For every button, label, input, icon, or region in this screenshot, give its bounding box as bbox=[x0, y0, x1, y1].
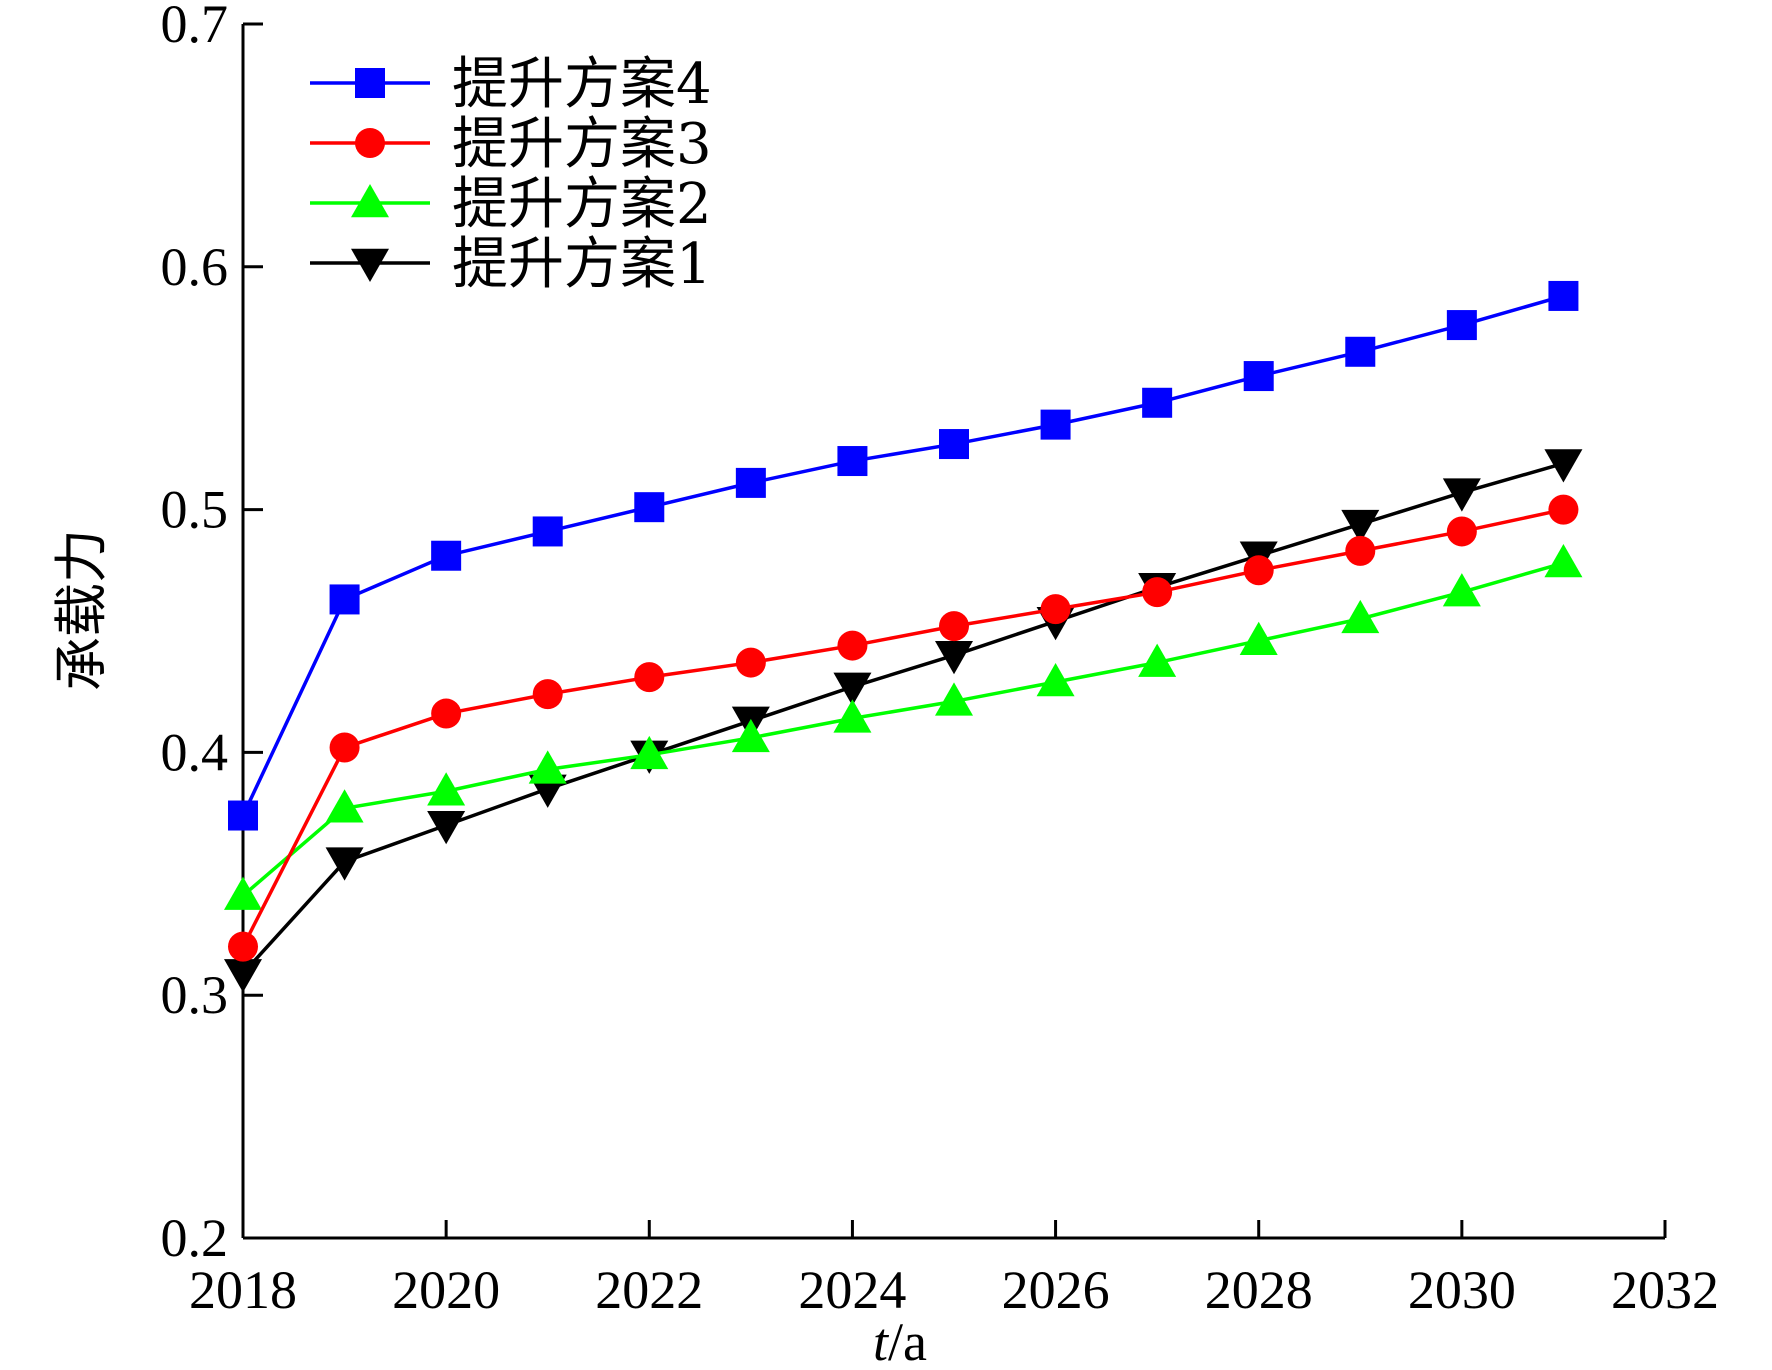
data-point bbox=[228, 800, 258, 831]
data-point bbox=[935, 682, 973, 716]
data-point bbox=[735, 647, 766, 678]
series-triangle-down bbox=[224, 449, 1583, 993]
data-point bbox=[1345, 336, 1376, 367]
data-point bbox=[1341, 509, 1380, 544]
axes bbox=[241, 24, 1665, 1240]
data-point bbox=[431, 698, 462, 729]
legend-label: 提升方案4 bbox=[452, 52, 712, 117]
data-point bbox=[731, 718, 770, 753]
data-point bbox=[1446, 516, 1477, 547]
data-point bbox=[634, 492, 665, 523]
legend-entry: 提升方案3 bbox=[310, 112, 712, 177]
data-point bbox=[1548, 280, 1579, 311]
data-point bbox=[1142, 387, 1173, 418]
series-square bbox=[228, 280, 1579, 831]
data-point bbox=[837, 446, 868, 477]
y-tick-label: 0.2 bbox=[161, 1208, 229, 1268]
data-point bbox=[1341, 599, 1380, 634]
series-line bbox=[241, 561, 1564, 897]
data-point bbox=[833, 672, 872, 706]
data-point bbox=[1544, 449, 1583, 483]
legend-entry: 提升方案4 bbox=[310, 52, 712, 117]
data-point bbox=[837, 630, 868, 661]
data-point bbox=[228, 931, 258, 962]
series-line bbox=[241, 461, 1564, 975]
x-tick-label: 2024 bbox=[798, 1260, 906, 1320]
y-tick-label: 0.6 bbox=[161, 237, 229, 297]
data-point bbox=[1442, 573, 1481, 607]
legend-marker bbox=[351, 184, 389, 218]
data-point bbox=[1142, 577, 1173, 608]
data-point bbox=[1239, 621, 1278, 655]
x-tick-label: 2032 bbox=[1611, 1260, 1719, 1320]
data-point bbox=[939, 611, 969, 642]
legend-marker bbox=[351, 248, 389, 282]
series-line bbox=[241, 507, 1564, 948]
series-triangle-up bbox=[224, 544, 1583, 910]
x-tick-label: 2028 bbox=[1205, 1260, 1313, 1320]
y-tick-label: 0.5 bbox=[161, 480, 229, 540]
data-point bbox=[427, 810, 466, 845]
data-point bbox=[735, 467, 766, 498]
data-point bbox=[224, 876, 262, 910]
x-tick-label: 2018 bbox=[189, 1260, 297, 1320]
data-point bbox=[224, 959, 262, 993]
data-point bbox=[325, 789, 364, 823]
data-point bbox=[431, 540, 462, 571]
data-point bbox=[532, 516, 563, 547]
data-point bbox=[1442, 478, 1481, 512]
data-point bbox=[528, 750, 567, 784]
x-ticks: 2018 2020 2022 2024 2026 2028 2030 2032 bbox=[189, 1220, 1719, 1320]
series-layer bbox=[224, 280, 1583, 993]
data-point bbox=[1544, 544, 1583, 578]
y-tick-label: 0.7 bbox=[161, 0, 229, 54]
series-line bbox=[241, 294, 1564, 817]
data-point bbox=[833, 699, 872, 733]
data-point bbox=[325, 847, 364, 881]
x-tick-label: 2030 bbox=[1408, 1260, 1516, 1320]
x-axis-title-rest: /a bbox=[888, 1312, 927, 1370]
x-axis-title-italic: t bbox=[873, 1312, 890, 1370]
x-tick-label: 2020 bbox=[392, 1260, 500, 1320]
data-point bbox=[1548, 494, 1579, 525]
data-point bbox=[1243, 555, 1274, 586]
data-point bbox=[1345, 535, 1376, 566]
legend-entry: 提升方案1 bbox=[310, 232, 712, 297]
legend-label: 提升方案1 bbox=[452, 232, 712, 297]
data-point bbox=[1243, 361, 1274, 392]
legend-marker bbox=[355, 128, 385, 158]
data-point bbox=[939, 429, 969, 460]
legend-label: 提升方案3 bbox=[452, 112, 712, 177]
x-axis-title: t/a bbox=[873, 1312, 927, 1370]
data-point bbox=[532, 679, 563, 710]
legend-marker bbox=[355, 68, 385, 98]
data-point bbox=[634, 662, 665, 693]
data-point bbox=[329, 732, 360, 763]
data-point bbox=[630, 735, 669, 770]
data-point bbox=[1138, 643, 1177, 677]
legend-entry: 提升方案2 bbox=[310, 172, 712, 237]
data-point bbox=[329, 584, 360, 615]
data-point bbox=[1036, 662, 1075, 697]
y-tick-label: 0.4 bbox=[161, 722, 229, 782]
series-circle bbox=[228, 494, 1579, 962]
x-tick-label: 2026 bbox=[1002, 1260, 1110, 1320]
y-axis-title: 承载力 bbox=[52, 529, 112, 691]
data-point bbox=[935, 641, 973, 675]
data-point bbox=[1446, 310, 1477, 341]
data-point bbox=[1040, 409, 1071, 440]
x-tick-label: 2022 bbox=[595, 1260, 703, 1320]
legend-label: 提升方案2 bbox=[452, 172, 712, 237]
data-point bbox=[1040, 594, 1071, 625]
data-point bbox=[427, 772, 466, 806]
y-ticks: 0.2 0.3 0.4 0.5 0.6 0.7 bbox=[161, 0, 263, 1268]
y-tick-label: 0.3 bbox=[161, 965, 229, 1025]
